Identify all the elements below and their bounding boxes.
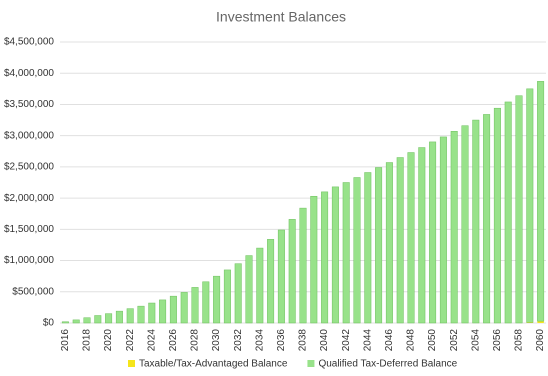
x-tick-label: 2024 <box>146 329 157 352</box>
x-tick-label: 2050 <box>427 329 438 352</box>
x-tick-label: 2046 <box>384 329 395 352</box>
bar <box>439 136 447 324</box>
legend-label: Taxable/Tax-Advantaged Balance <box>139 359 288 370</box>
bar <box>461 125 469 324</box>
bar <box>385 162 393 324</box>
bar <box>537 81 545 322</box>
bar <box>472 119 480 324</box>
y-tick-label: $2,000,000 <box>4 193 54 204</box>
x-tick-label: 2056 <box>492 329 503 352</box>
bar <box>450 131 458 324</box>
x-tick-label: 2054 <box>470 329 481 352</box>
x-tick-label: 2022 <box>125 329 136 352</box>
y-tick-label: $4,500,000 <box>4 37 54 48</box>
bar <box>515 95 523 324</box>
y-tick-label: $1,000,000 <box>4 255 54 266</box>
bar <box>267 239 275 324</box>
bar <box>277 229 285 324</box>
bar <box>126 308 134 324</box>
bar <box>72 319 80 324</box>
x-tick-label: 2060 <box>535 329 546 352</box>
bar <box>83 317 91 324</box>
bar <box>537 321 544 323</box>
x-tick-label: 2016 <box>60 329 71 352</box>
x-tick-label: 2030 <box>211 329 222 352</box>
x-tick-label: 2040 <box>319 329 330 352</box>
y-tick-label: $2,500,000 <box>4 162 54 173</box>
bar <box>202 281 210 324</box>
x-tick-label: 2044 <box>362 329 373 352</box>
bar <box>299 207 307 324</box>
bar <box>375 167 383 324</box>
bar <box>429 141 437 324</box>
x-tick-label: 2028 <box>190 329 201 352</box>
bar <box>407 152 415 324</box>
bar <box>526 88 534 323</box>
bar <box>213 275 221 324</box>
bar <box>526 322 534 323</box>
y-tick-label: $1,500,000 <box>4 224 54 235</box>
y-tick-label: $0 <box>43 318 55 329</box>
x-tick-label: 2032 <box>233 329 244 352</box>
legend-swatch <box>128 360 135 367</box>
bar <box>504 101 512 324</box>
bar <box>331 186 339 324</box>
bar <box>234 263 242 324</box>
bar <box>159 299 167 324</box>
bar <box>169 295 177 324</box>
chart-title: Investment Balances <box>216 9 346 25</box>
y-tick-label: $3,000,000 <box>4 130 54 141</box>
bar <box>418 147 426 324</box>
bar <box>321 191 329 324</box>
bar <box>94 315 102 324</box>
x-tick-label: 2052 <box>449 329 460 352</box>
bar <box>493 107 501 324</box>
bar <box>288 219 296 324</box>
legend-swatch <box>307 360 315 367</box>
bar <box>256 247 264 324</box>
bar <box>105 313 113 324</box>
x-tick-label: 2026 <box>168 329 179 352</box>
x-tick-label: 2048 <box>406 329 417 352</box>
bar <box>364 172 372 324</box>
y-tick-label: $500,000 <box>12 286 54 297</box>
bar <box>148 302 156 324</box>
bar <box>342 182 350 324</box>
bar <box>115 310 123 324</box>
x-tick-label: 2020 <box>103 329 114 352</box>
bar <box>191 287 199 324</box>
bar <box>223 269 231 324</box>
legend-label: Qualified Tax-Deferred Balance <box>318 359 457 370</box>
x-tick-label: 2018 <box>82 329 93 352</box>
x-tick-label: 2034 <box>254 329 265 352</box>
bar <box>353 177 361 324</box>
bar <box>310 195 318 324</box>
bar <box>483 114 491 324</box>
x-tick-label: 2036 <box>276 329 287 352</box>
x-tick-label: 2058 <box>514 329 525 352</box>
bar <box>137 305 145 324</box>
bar <box>396 157 404 324</box>
y-tick-label: $4,000,000 <box>4 68 54 79</box>
x-tick-label: 2042 <box>341 329 352 352</box>
bar <box>61 321 69 324</box>
bar <box>245 255 253 324</box>
x-tick-label: 2038 <box>298 329 309 352</box>
y-tick-label: $3,500,000 <box>4 99 54 110</box>
bar <box>180 292 188 324</box>
